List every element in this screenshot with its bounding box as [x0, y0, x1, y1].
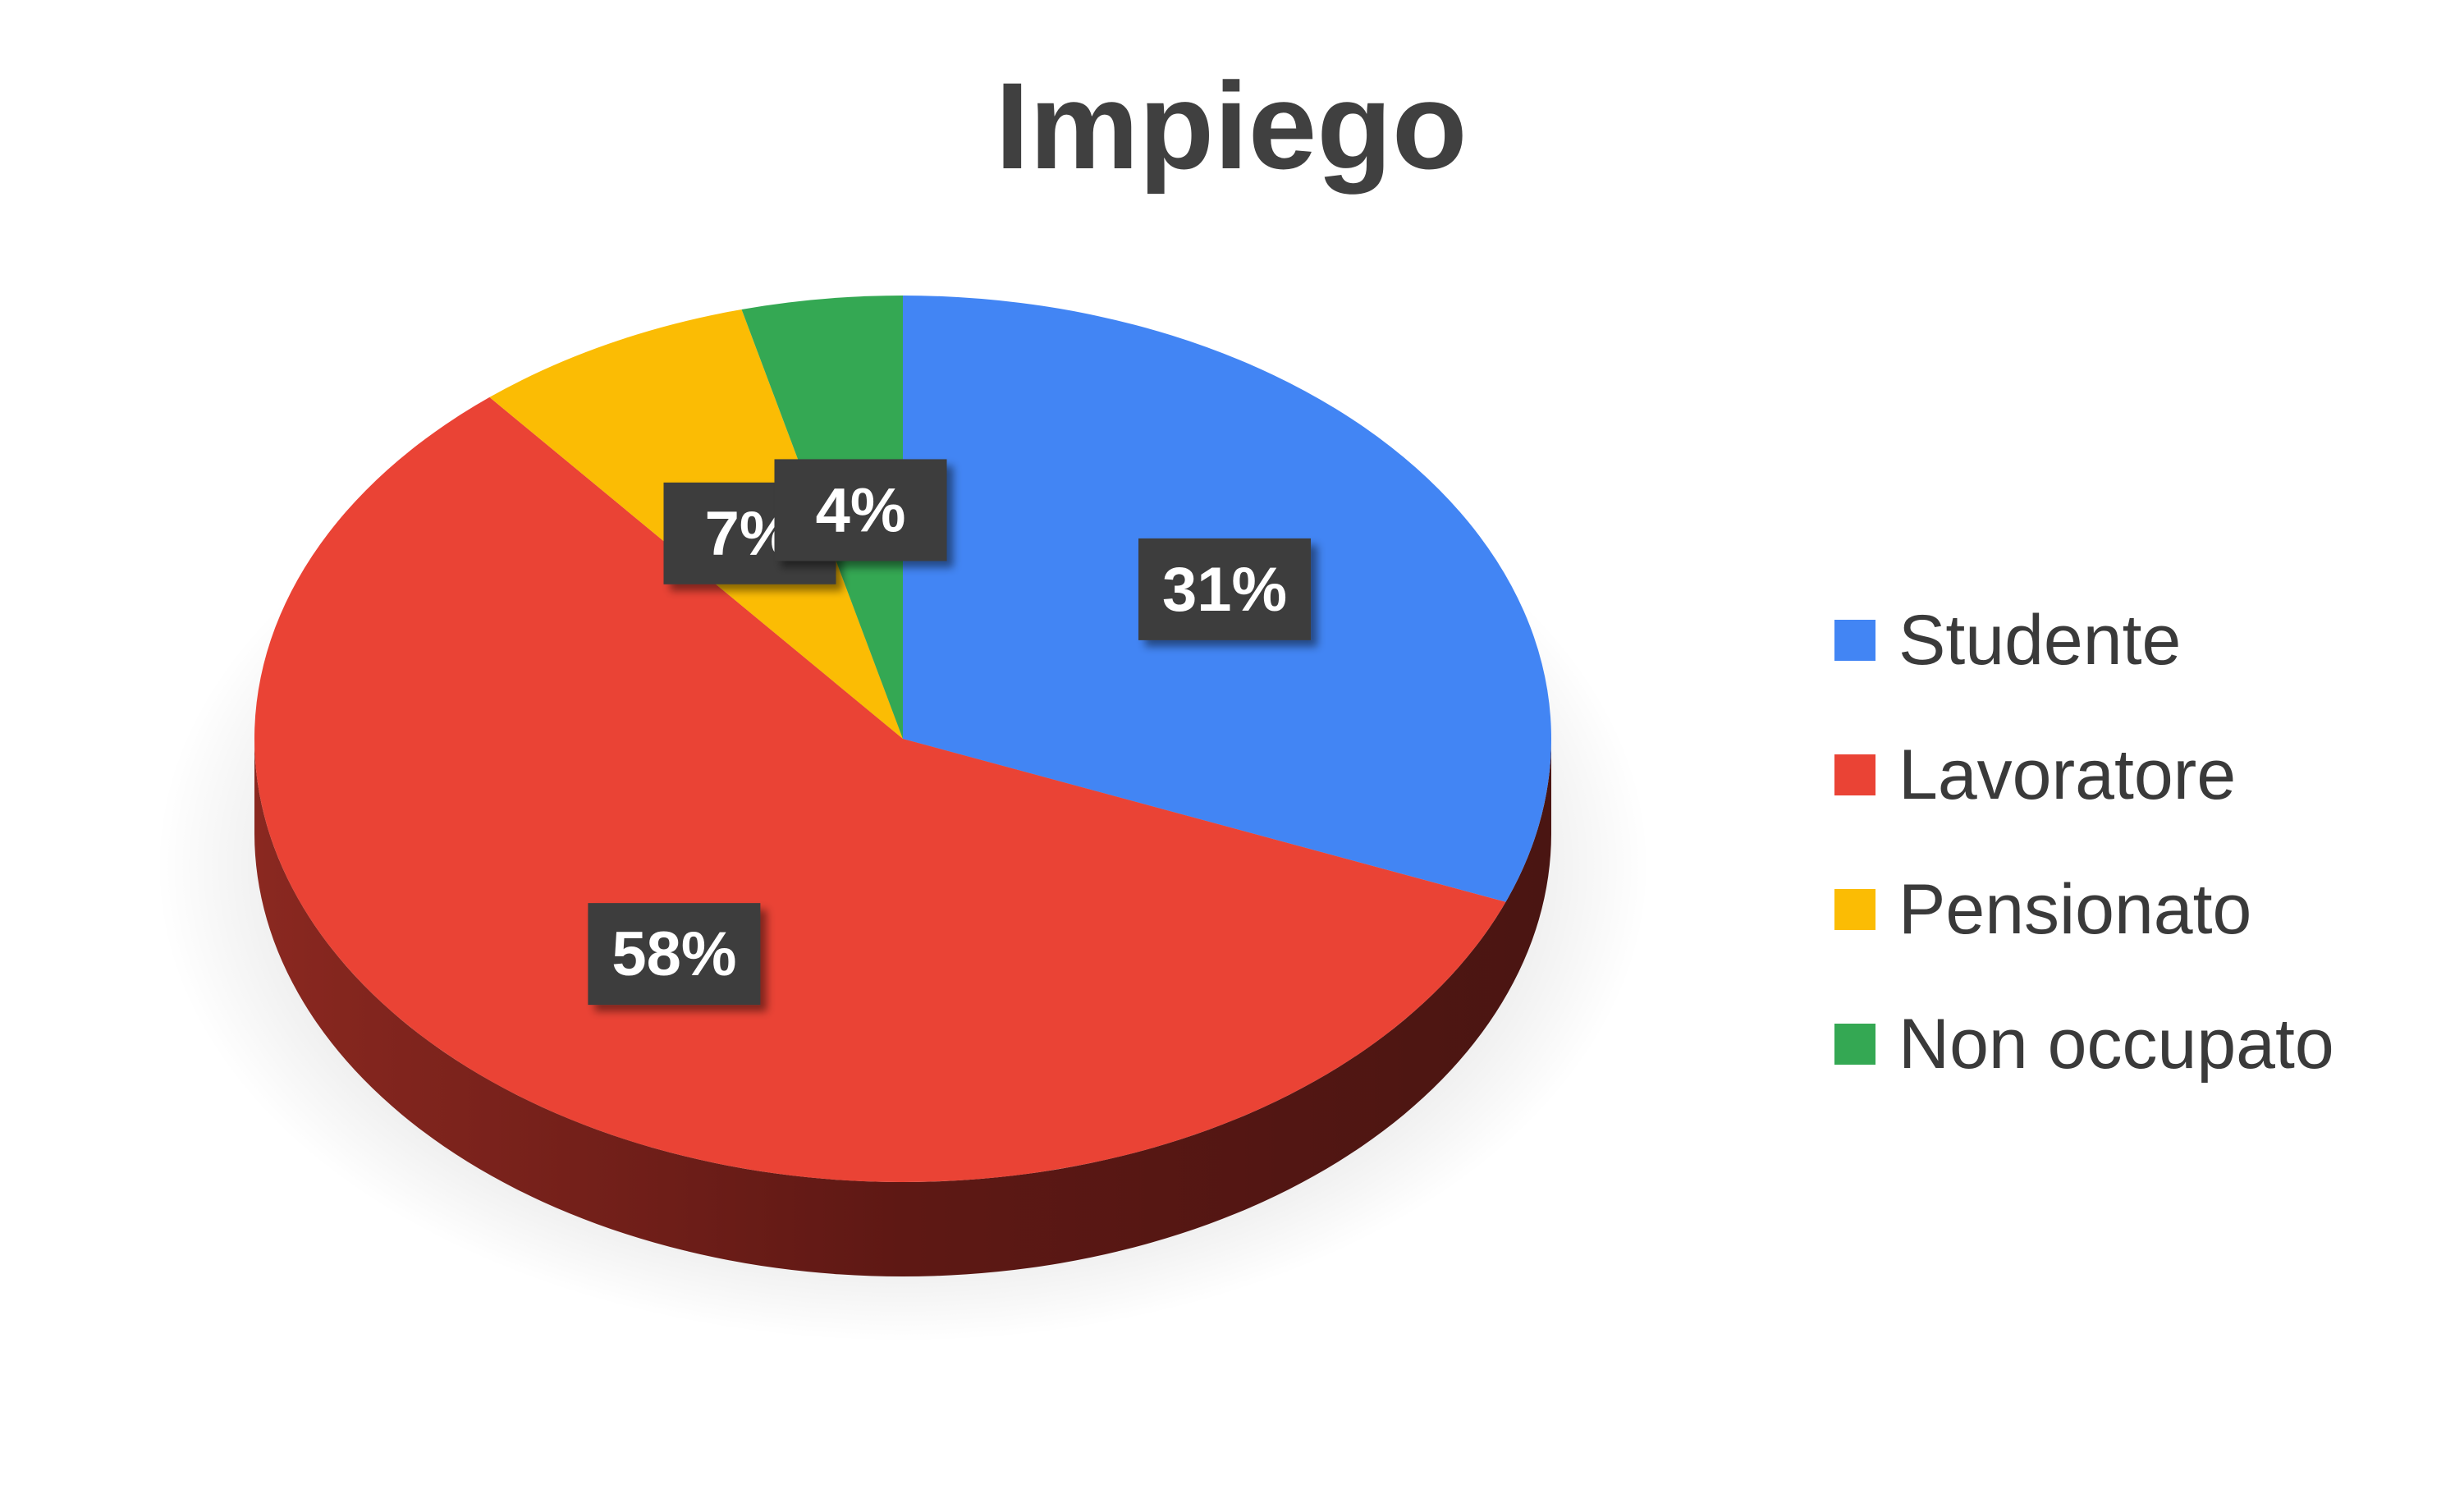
pie-side-wall — [254, 739, 1551, 1276]
data-label-studente: 31% — [1138, 538, 1312, 640]
data-label-box — [588, 903, 761, 1006]
data-label-box — [1138, 538, 1312, 640]
legend-item-lavoratore: Lavoratore — [1834, 736, 2334, 814]
chart-title: Impiego — [995, 57, 1467, 195]
legend: Studente Lavoratore Pensionato Non occupato — [1834, 601, 2334, 1084]
data-label-text: 4% — [816, 475, 906, 545]
data-label-text: 31% — [1162, 555, 1287, 625]
pie-slice-lavoratore — [254, 396, 1506, 1183]
data-labels: 31%58%7% 4% — [588, 459, 1312, 1006]
legend-item-pensionato: Pensionato — [1834, 870, 2334, 949]
pie-layer — [156, 296, 1650, 1342]
legend-label: Pensionato — [1898, 870, 2252, 949]
data-label-box — [774, 459, 947, 561]
legend-swatch — [1834, 620, 1875, 661]
data-label-lavoratore: 58% — [588, 903, 761, 1006]
legend-label: Non occupato — [1898, 1005, 2334, 1084]
legend-swatch — [1834, 889, 1875, 930]
legend-label: Lavoratore — [1898, 736, 2237, 814]
legend-swatch — [1834, 1024, 1875, 1065]
legend-swatch — [1834, 754, 1875, 795]
data-label-text: 58% — [611, 919, 736, 989]
data-label-non-occupato: 4% — [774, 459, 947, 561]
legend-item-non-occupato: Non occupato — [1834, 1005, 2334, 1084]
legend-item-studente: Studente — [1834, 601, 2334, 680]
legend-label: Studente — [1898, 601, 2182, 680]
